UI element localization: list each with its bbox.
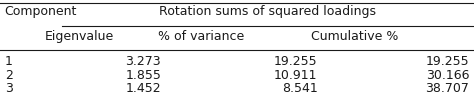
Text: 19.255: 19.255 (426, 55, 469, 68)
Text: % of variance: % of variance (158, 30, 244, 43)
Text: Rotation sums of squared loadings: Rotation sums of squared loadings (159, 5, 376, 17)
Text: Component: Component (5, 5, 77, 17)
Text: 3.273: 3.273 (126, 55, 161, 68)
Text: 38.707: 38.707 (425, 82, 469, 95)
Text: 10.911: 10.911 (274, 69, 318, 82)
Text: 8.541: 8.541 (282, 82, 318, 95)
Text: Cumulative %: Cumulative % (311, 30, 398, 43)
Text: 19.255: 19.255 (274, 55, 318, 68)
Text: Eigenvalue: Eigenvalue (45, 30, 114, 43)
Text: 30.166: 30.166 (426, 69, 469, 82)
Text: 1: 1 (5, 55, 13, 68)
Text: 2: 2 (5, 69, 13, 82)
Text: 1.855: 1.855 (125, 69, 161, 82)
Text: 3: 3 (5, 82, 13, 95)
Text: 1.452: 1.452 (126, 82, 161, 95)
